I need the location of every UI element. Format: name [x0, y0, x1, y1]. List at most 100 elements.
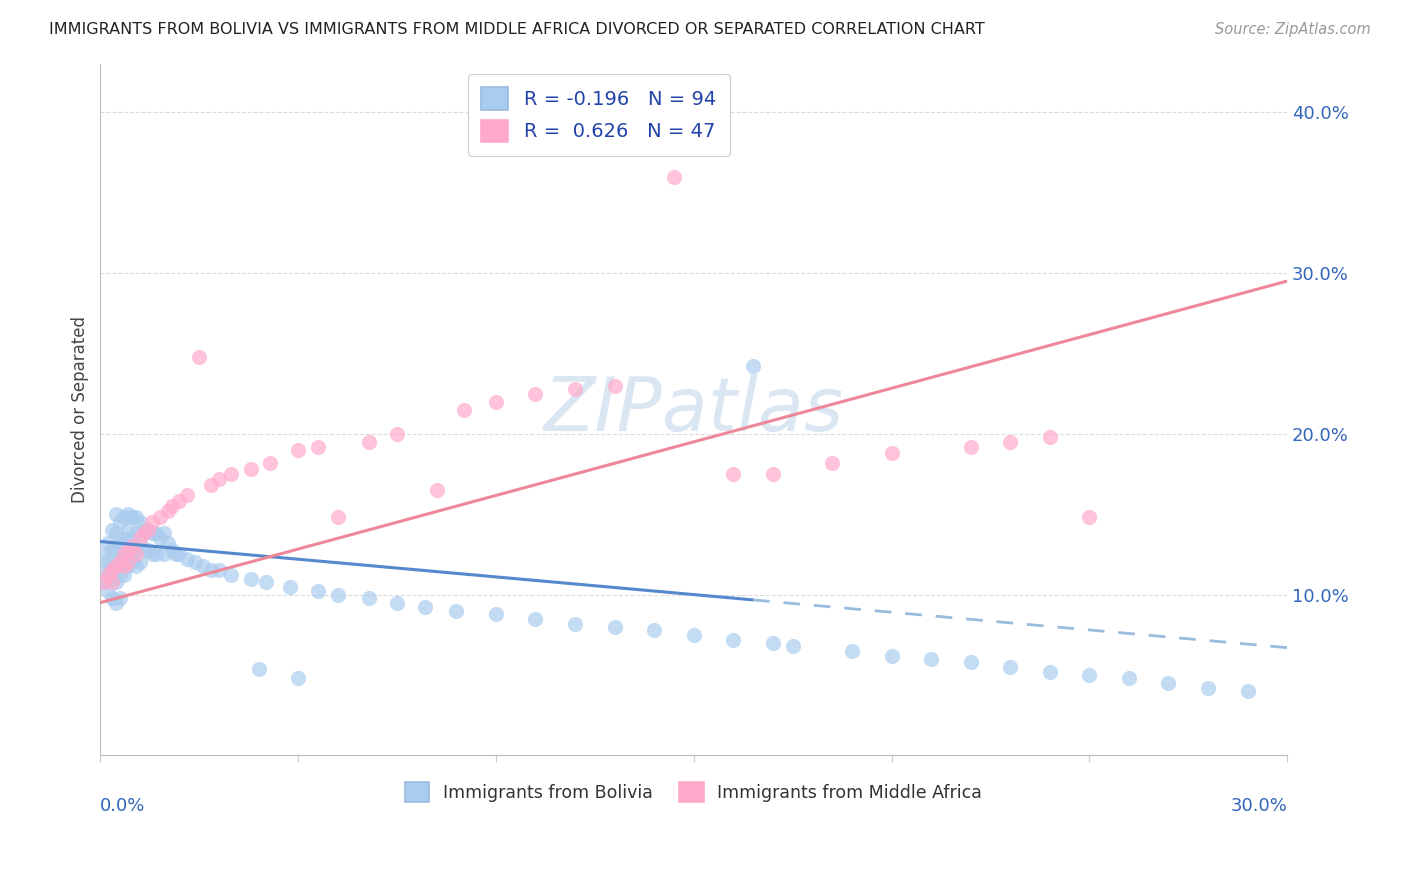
Point — [101, 591, 124, 605]
Point — [149, 510, 172, 524]
Point — [1039, 665, 1062, 679]
Point — [105, 526, 128, 541]
Point — [105, 596, 128, 610]
Point — [307, 440, 329, 454]
Point — [136, 542, 159, 557]
Point — [453, 402, 475, 417]
Point — [141, 515, 163, 529]
Point — [108, 536, 131, 550]
Point — [125, 558, 148, 573]
Point — [136, 523, 159, 537]
Point — [105, 574, 128, 589]
Point — [97, 584, 120, 599]
Point — [93, 574, 115, 589]
Point — [145, 548, 167, 562]
Point — [723, 632, 745, 647]
Point — [152, 548, 174, 562]
Point — [160, 542, 183, 557]
Point — [141, 526, 163, 541]
Point — [108, 591, 131, 605]
Point — [524, 386, 547, 401]
Point — [176, 552, 198, 566]
Point — [132, 526, 155, 541]
Point — [105, 542, 128, 557]
Point — [200, 564, 222, 578]
Point — [125, 548, 148, 562]
Point — [959, 440, 981, 454]
Point — [117, 507, 139, 521]
Point — [564, 382, 586, 396]
Point — [93, 574, 115, 589]
Point — [93, 564, 115, 578]
Point — [117, 556, 139, 570]
Point — [108, 556, 131, 570]
Point — [101, 572, 124, 586]
Point — [125, 526, 148, 541]
Point — [326, 510, 349, 524]
Point — [603, 378, 626, 392]
Point — [184, 556, 207, 570]
Point — [117, 542, 139, 557]
Point — [208, 564, 231, 578]
Point — [121, 510, 143, 524]
Point — [1236, 684, 1258, 698]
Legend: Immigrants from Bolivia, Immigrants from Middle Africa: Immigrants from Bolivia, Immigrants from… — [398, 775, 990, 809]
Point — [125, 510, 148, 524]
Point — [129, 515, 152, 529]
Point — [880, 648, 903, 663]
Point — [821, 456, 844, 470]
Text: ZIPatlas: ZIPatlas — [544, 374, 844, 446]
Point — [413, 600, 436, 615]
Point — [219, 568, 242, 582]
Point — [108, 552, 131, 566]
Point — [782, 639, 804, 653]
Point — [156, 504, 179, 518]
Point — [1039, 430, 1062, 444]
Point — [129, 536, 152, 550]
Point — [256, 574, 278, 589]
Point — [959, 655, 981, 669]
Point — [101, 564, 124, 578]
Point — [169, 548, 191, 562]
Point — [239, 572, 262, 586]
Point — [93, 548, 115, 562]
Point — [1118, 671, 1140, 685]
Point — [287, 671, 309, 685]
Point — [723, 467, 745, 481]
Point — [998, 434, 1021, 449]
Y-axis label: Divorced or Separated: Divorced or Separated — [72, 316, 89, 503]
Point — [125, 542, 148, 557]
Point — [101, 523, 124, 537]
Point — [1078, 510, 1101, 524]
Point — [200, 478, 222, 492]
Point — [108, 515, 131, 529]
Text: 0.0%: 0.0% — [100, 797, 146, 814]
Text: IMMIGRANTS FROM BOLIVIA VS IMMIGRANTS FROM MIDDLE AFRICA DIVORCED OR SEPARATED C: IMMIGRANTS FROM BOLIVIA VS IMMIGRANTS FR… — [49, 22, 986, 37]
Point — [193, 558, 215, 573]
Point — [97, 556, 120, 570]
Point — [426, 483, 449, 497]
Point — [112, 531, 135, 545]
Point — [524, 612, 547, 626]
Point — [359, 591, 381, 605]
Point — [105, 558, 128, 573]
Point — [112, 558, 135, 573]
Point — [132, 542, 155, 557]
Point — [121, 540, 143, 554]
Point — [169, 494, 191, 508]
Point — [129, 531, 152, 545]
Point — [132, 523, 155, 537]
Point — [485, 394, 508, 409]
Point — [1078, 668, 1101, 682]
Point — [112, 552, 135, 566]
Point — [188, 350, 211, 364]
Point — [1157, 676, 1180, 690]
Point — [682, 628, 704, 642]
Point — [97, 568, 120, 582]
Point — [485, 607, 508, 621]
Point — [762, 636, 785, 650]
Point — [129, 556, 152, 570]
Point — [385, 426, 408, 441]
Point — [101, 558, 124, 573]
Point — [156, 536, 179, 550]
